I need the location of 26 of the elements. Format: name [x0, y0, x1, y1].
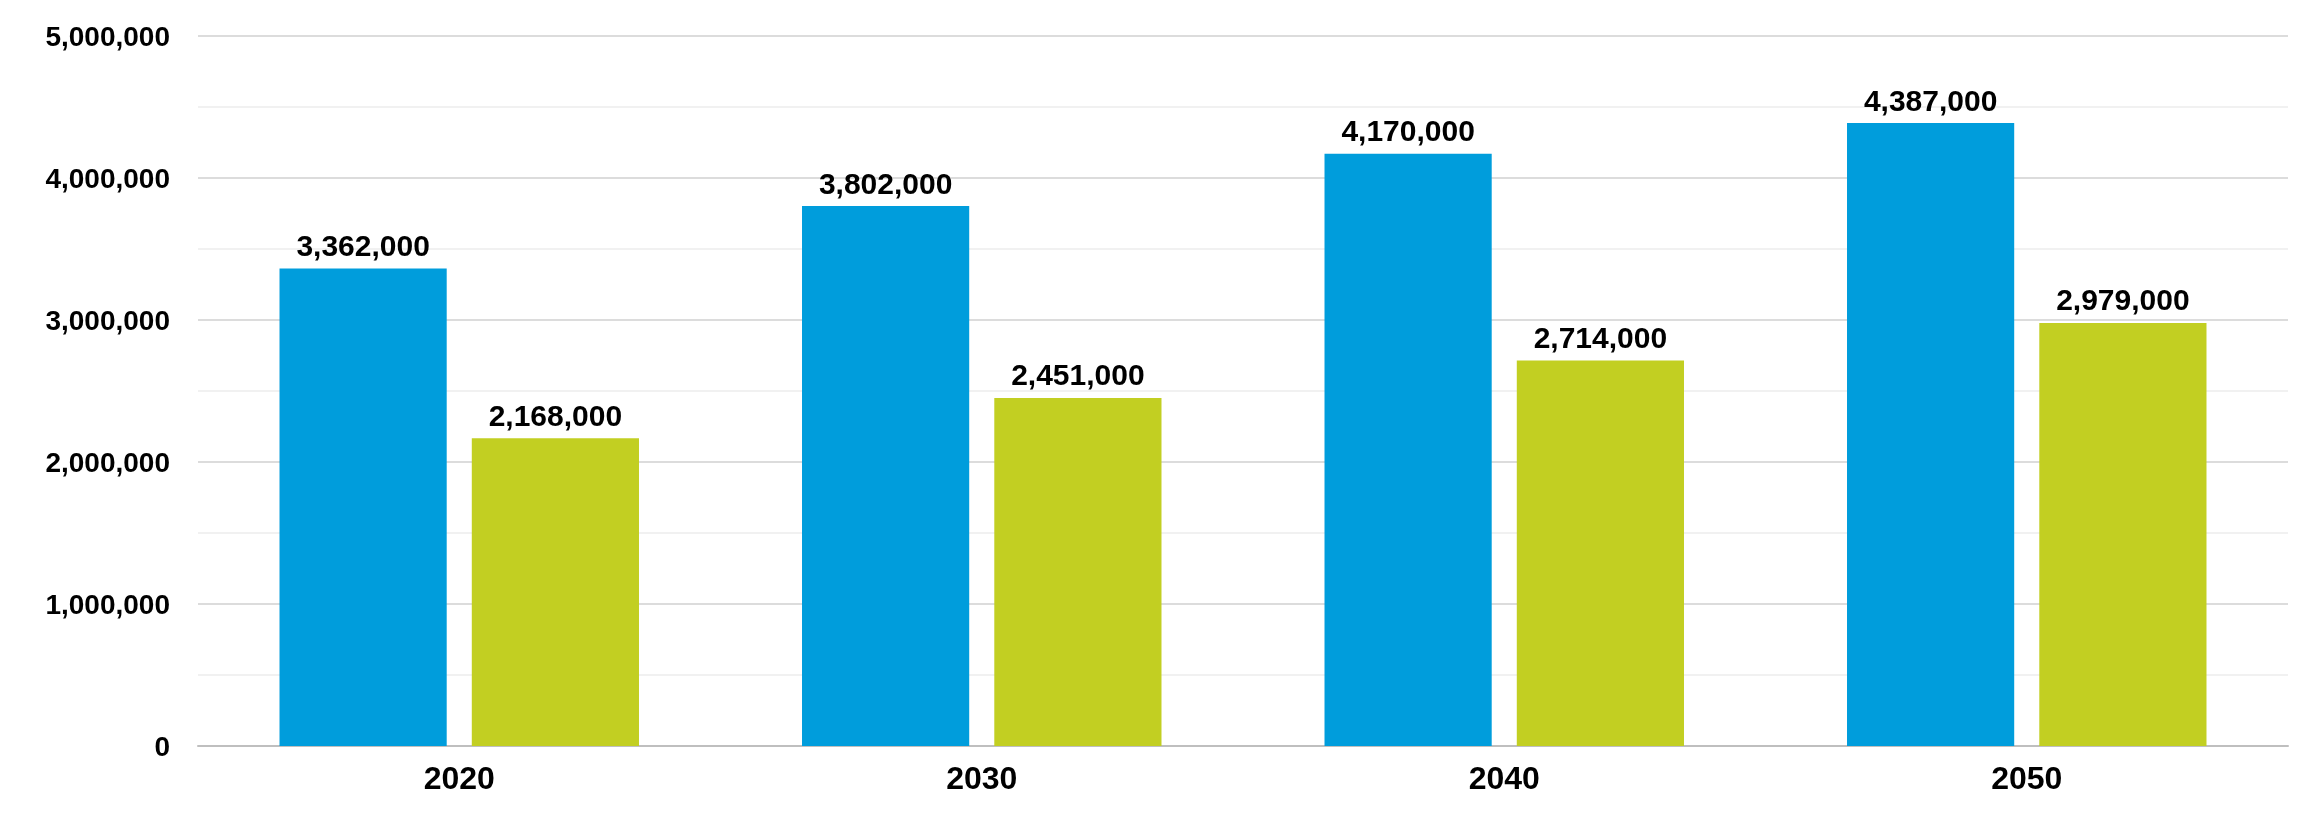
y-tick-label: 1,000,000: [45, 588, 170, 620]
bar: [994, 397, 1162, 746]
data-label: 2,714,000: [1533, 321, 1668, 355]
data-label: 3,802,000: [818, 166, 953, 200]
bar: [2039, 322, 2207, 746]
y-tick-label: 0: [154, 730, 170, 762]
bar: [471, 438, 639, 746]
bar: [1847, 123, 2015, 746]
bar: [1516, 360, 1684, 746]
data-label: 3,362,000: [296, 229, 430, 263]
x-tick-label: 2030: [946, 760, 1018, 796]
y-tick-label: 4,000,000: [45, 162, 170, 194]
bar: [279, 268, 447, 746]
y-tick-label: 3,000,000: [45, 304, 170, 336]
data-label: 4,170,000: [1341, 114, 1475, 148]
x-tick-label: 2050: [1991, 760, 2063, 796]
x-tick-label: 2020: [423, 760, 495, 796]
bar: [1324, 153, 1492, 746]
data-label: 2,168,000: [488, 398, 623, 432]
y-tick-label: 2,000,000: [45, 446, 170, 478]
data-label: 2,979,000: [2056, 283, 2190, 317]
data-label: 4,387,000: [1863, 83, 1998, 117]
x-tick-label: 2040: [1468, 760, 1540, 796]
bar: [802, 206, 970, 746]
y-tick-label: 5,000,000: [45, 20, 170, 52]
data-label: 2,451,000: [1011, 358, 1145, 392]
